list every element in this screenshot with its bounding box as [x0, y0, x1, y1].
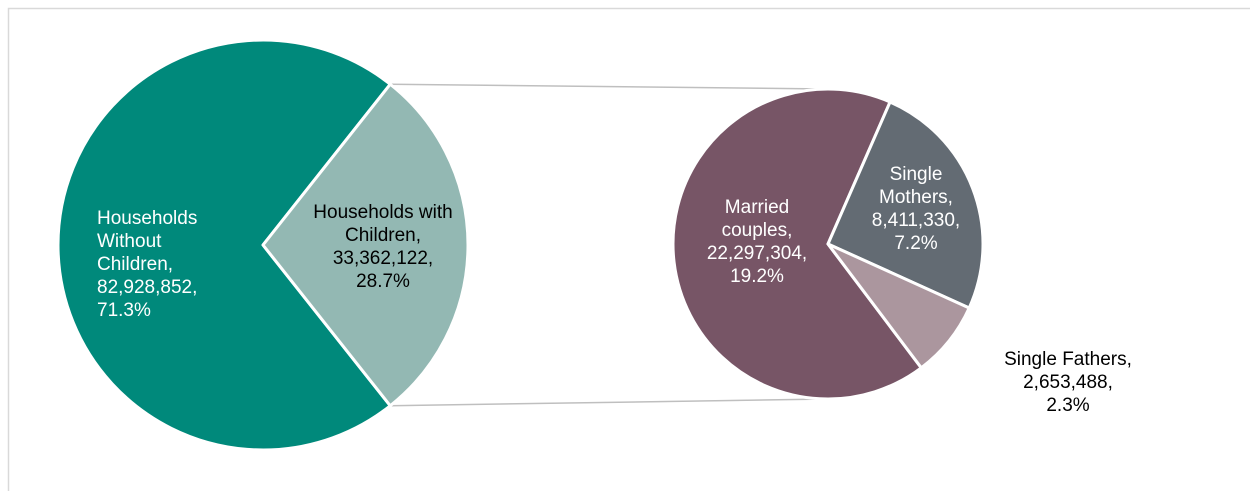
label-value-line: 2,653,488, — [978, 371, 1158, 394]
slice-label: Single Fathers, 2,653,488, 2.3% — [978, 348, 1158, 417]
label-separator: , — [954, 210, 961, 231]
label-name: Households Without Children — [97, 208, 198, 275]
label-separator: , — [801, 243, 808, 264]
label-separator: , — [167, 254, 174, 275]
pie-slice — [56, 38, 392, 452]
label-value: 82,928,852 — [97, 277, 193, 298]
pie-slice — [826, 100, 985, 310]
label-value: 33,362,122 — [332, 248, 428, 269]
label-value-line: 22,297,304, — [687, 242, 827, 265]
label-value-line: 8,411,330, — [861, 209, 971, 232]
pie-slice — [671, 87, 923, 401]
connector — [390, 398, 829, 407]
label-percent: 19.2% — [730, 266, 784, 287]
label-value: 2,653,488 — [1023, 372, 1108, 393]
label-percent: 7.2% — [894, 233, 938, 254]
slice-label: Households with Children, 33,362,122, 28.… — [313, 201, 453, 293]
label-separator: , — [1126, 349, 1132, 370]
slice-label: Single Mothers, 8,411,330, 7.2% — [861, 163, 971, 255]
label-value: 8,411,330 — [871, 210, 955, 231]
frame — [7, 7, 1250, 491]
label-separator: , — [947, 187, 953, 208]
label-percent: 71.3% — [97, 300, 151, 321]
slice-label: Married couples, 22,297,304, 19.2% — [687, 196, 827, 288]
label-value-line: 82,928,852, — [97, 276, 232, 299]
label-name: Married couples — [721, 197, 790, 241]
label-separator: , — [787, 220, 793, 241]
label-name: Single Fathers — [1004, 349, 1127, 370]
label-separator: , — [427, 248, 434, 269]
pie-slice — [826, 242, 971, 370]
label-separator: , — [415, 225, 422, 246]
connector — [390, 83, 829, 90]
pies — [56, 38, 985, 452]
label-separator: , — [1107, 372, 1113, 393]
label-percent: 2.3% — [1046, 395, 1090, 416]
label-name: Single Mothers — [879, 164, 948, 208]
label-value-line: 33,362,122, — [313, 247, 453, 270]
label-separator: , — [192, 277, 198, 298]
label-name: Households with Children — [313, 202, 453, 246]
slice-label: Households Without Children, 82,928,852,… — [97, 207, 232, 322]
pie-slice — [261, 82, 470, 408]
label-percent: 28.7% — [356, 271, 410, 292]
label-value: 22,297,304 — [706, 243, 802, 264]
